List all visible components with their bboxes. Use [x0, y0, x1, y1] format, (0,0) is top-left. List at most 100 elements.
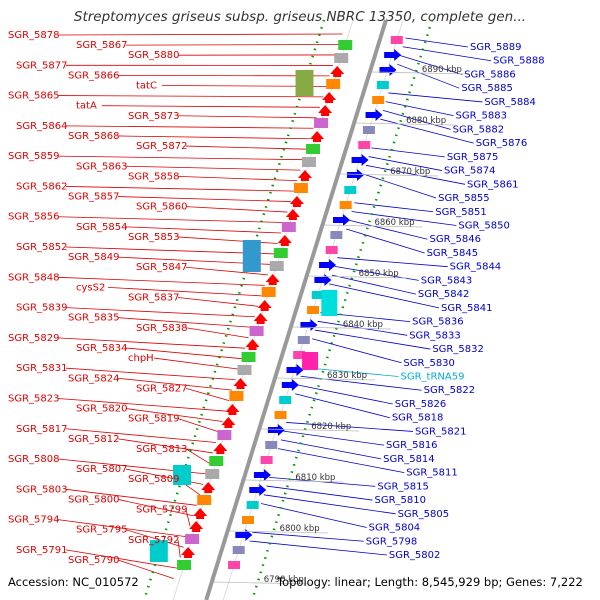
- reverse-gene-block: [344, 186, 357, 194]
- left-gene-label: SGR_5864: [16, 121, 68, 132]
- chromosome-backbone: [204, 19, 388, 600]
- right-leader-line: [303, 367, 399, 377]
- right-leader-line: [252, 531, 364, 542]
- reverse-gene-large-1: [302, 352, 319, 370]
- forward-gene: [221, 417, 236, 428]
- left-leader-line: [65, 186, 294, 192]
- right-leader-line: [363, 173, 437, 199]
- forward-gene-block: [301, 157, 316, 167]
- right-leader-line: [354, 202, 434, 213]
- left-gene-label: SGR_5837: [128, 293, 180, 304]
- left-leader-line: [185, 448, 210, 464]
- left-gene-label: SGR_5847: [136, 262, 188, 273]
- reverse-gene: [267, 424, 285, 436]
- right-leader-line: [351, 211, 457, 226]
- forward-gene-block: [241, 352, 256, 362]
- reverse-gene-block: [358, 141, 371, 149]
- right-leader-line: [365, 164, 466, 185]
- reverse-gene-block: [293, 351, 306, 359]
- right-gene-label: SGR_5885: [461, 83, 513, 94]
- left-gene-label: SGR_5856: [8, 212, 60, 223]
- right-gene-label: SGR_5811: [406, 468, 458, 479]
- right-leader-line: [266, 485, 373, 501]
- left-gene-label: SGR_5868: [68, 131, 120, 142]
- right-gene-label: SGR_5802: [389, 550, 441, 561]
- left-leader-line: [117, 74, 330, 77]
- right-gene-label: SGR_5836: [412, 317, 464, 328]
- reverse-gene-block: [376, 81, 389, 89]
- right-gene-label: SGR_5855: [438, 193, 490, 204]
- tick-line: [324, 224, 423, 228]
- left-gene-label: SGR_5831: [16, 363, 68, 374]
- right-leader-line: [329, 283, 440, 309]
- reverse-gene: [333, 214, 350, 226]
- left-leader-line: [117, 377, 233, 391]
- right-leader-line: [278, 448, 405, 474]
- right-gene-label: SGR_5851: [435, 207, 487, 218]
- right-gene-label: SGR_5814: [383, 454, 435, 465]
- forward-gene-block: [293, 183, 308, 193]
- right-gene-label: SGR_5845: [427, 248, 479, 259]
- right-gene-label: SGR_5850: [458, 220, 510, 231]
- right-gene-label: SGR_5882: [453, 124, 505, 135]
- forward-gene-large-2: [173, 465, 192, 485]
- right-leader-line: [283, 430, 385, 446]
- right-leader-line: [261, 503, 367, 528]
- right-gene-label: SGR_5889: [470, 42, 522, 53]
- left-leader-line: [185, 266, 269, 276]
- reverse-gene-block: [246, 501, 259, 509]
- left-leader-line: [117, 317, 252, 328]
- forward-gene: [181, 547, 196, 558]
- right-gene-label: SGR_5883: [456, 111, 508, 122]
- tick-label: 6870 kbp: [390, 167, 430, 177]
- gene-labels: 6890 kbp 6880 kbp 6870 kbp 6860 kbp 6850 kbp…: [8, 30, 545, 585]
- right-gene-label: SGR_tRNA59: [401, 372, 465, 383]
- right-leader-line: [286, 422, 413, 432]
- right-gene-label: SGR_5826: [395, 399, 447, 410]
- left-gene-label: SGR_5859: [8, 151, 60, 162]
- forward-gene-block: [273, 248, 288, 258]
- tick-label: 6810 kbp: [295, 473, 335, 483]
- reverse-gene-block: [265, 441, 278, 449]
- forward-gene: [330, 66, 345, 77]
- right-leader-line: [312, 338, 402, 364]
- left-leader-line: [125, 408, 223, 422]
- left-leader-line: [65, 428, 217, 443]
- forward-gene: [233, 378, 248, 389]
- right-gene-label: SGR_5832: [432, 344, 484, 355]
- left-leader-line: [65, 367, 236, 381]
- right-leader-line: [368, 156, 443, 171]
- left-gene-label: SGR_5827: [136, 383, 188, 394]
- forward-gene: [253, 313, 268, 324]
- left-leader-line: [185, 387, 230, 401]
- right-gene-label: SGR_5821: [415, 426, 467, 437]
- left-gene-label: SGR_5834: [76, 343, 128, 354]
- leader-lines: [57, 33, 492, 580]
- left-gene-label: SGR_5795: [76, 525, 128, 536]
- reverse-gene: [384, 49, 402, 61]
- forward-gene: [201, 482, 216, 493]
- tick-line: [261, 428, 360, 432]
- forward-gene: [285, 209, 300, 220]
- forward-gene-block: [177, 560, 192, 570]
- left-gene-label: SGR_5880: [128, 50, 180, 61]
- left-leader-line: [177, 175, 298, 182]
- reverse-gene-block: [330, 231, 343, 239]
- left-gene-label: tatC: [136, 80, 157, 91]
- forward-gene-block: [237, 365, 252, 375]
- left-gene-label: SGR_5849: [68, 252, 120, 263]
- forward-gene: [225, 404, 240, 415]
- forward-gene: [277, 235, 292, 246]
- right-gene-label: SGR_5844: [450, 262, 502, 273]
- forward-gene: [289, 196, 304, 207]
- forward-gene-block: [269, 261, 284, 271]
- left-gene-label: SGR_5791: [16, 545, 68, 556]
- reverse-gene: [346, 169, 364, 181]
- right-leader-line: [297, 384, 393, 405]
- reverse-gene-block: [228, 561, 241, 569]
- accession-text: Accession: NC_010572: [8, 575, 139, 589]
- reverse-gene: [300, 319, 318, 331]
- left-gene-label: SGR_5824: [68, 373, 120, 384]
- left-gene-label: SGR_5866: [68, 70, 120, 81]
- right-leader-line: [337, 257, 448, 268]
